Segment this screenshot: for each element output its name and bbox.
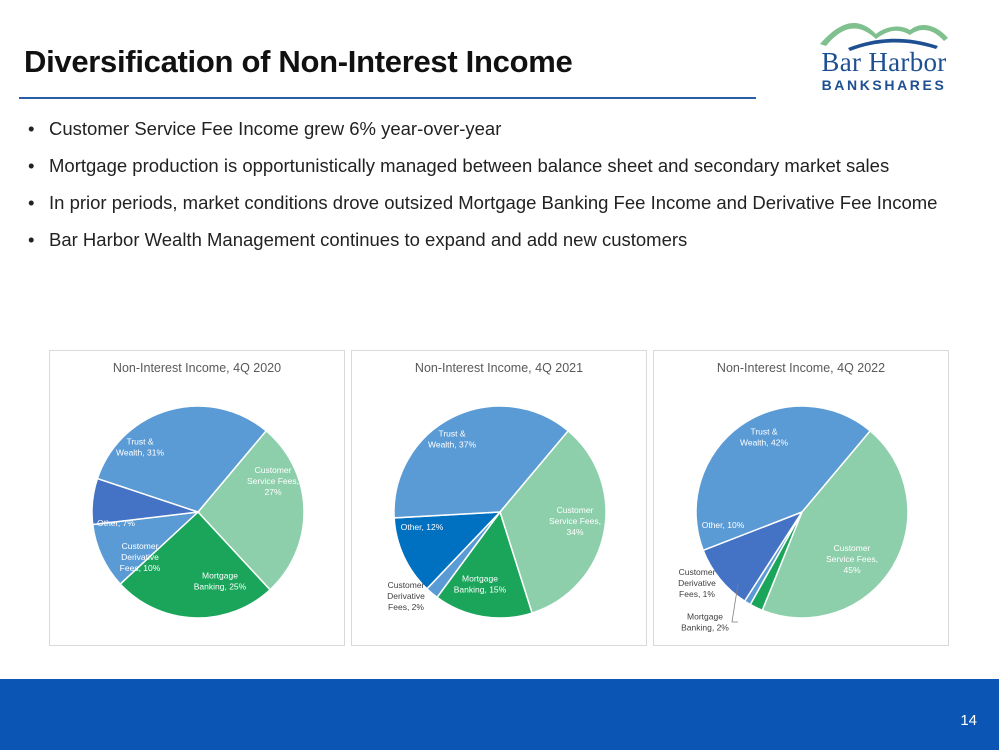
pie-svg: Customer Service Fees, 34% Mortgage Banking,… [387,405,607,619]
bullet-item: • Customer Service Fee Income grew 6% yea… [28,116,973,142]
bullet-item: • Mortgage production is opportunisticall… [28,153,973,179]
pie-slice [393,405,570,519]
bullet-dot-icon: • [28,118,35,139]
slice-label: Customer Derivative Fees, 1% [678,567,716,599]
slide-title: Diversification of Non-Interest Income [24,44,573,79]
slice-label: Customer Service Fees, 45% [826,543,878,575]
pie-slice [695,405,872,552]
slice-label: Trust & Wealth, 31% [116,437,164,458]
pie-slice [393,511,502,590]
title-rule [19,97,756,99]
logo-line1: Bar Harbor [821,47,947,77]
bullet-list: • Customer Service Fee Income grew 6% yea… [28,116,973,264]
slice-label: Mortgage Banking, 2% [681,612,729,633]
bullet-dot-icon: • [28,192,35,213]
slice-label: Other, 10% [702,520,745,530]
bullet-item: • In prior periods, market conditions dro… [28,190,973,216]
slice-label: Trust & Wealth, 42% [740,427,788,448]
pie-slice [197,429,305,591]
chart-title: Non-Interest Income, 4Q 2020 [112,361,282,375]
pie-slice [119,510,272,619]
logo-line2: BANKSHARES [821,77,947,93]
slice-label: Other, 12% [401,522,444,532]
pie-svg: Customer Service Fees, 27% Mortgage Banking,… [91,405,305,619]
bullet-dot-icon: • [28,155,35,176]
bullet-dot-icon: • [28,229,35,250]
bar-harbor-logo: Bar Harbor BANKSHARES [798,14,968,109]
page-number: 14 [960,712,977,729]
slice-label: Other, 7% [97,518,135,528]
pie-slice [96,405,268,513]
pie-slice [499,429,607,614]
slice-label: Mortgage Banking, 25% [194,571,247,592]
slice-label: Customer Service Fees, 34% [549,505,601,537]
slice-label: Customer Derivative Fees, 10% [120,541,161,573]
slice-label: Customer Derivative Fees, 2% [387,580,425,612]
pie-slice [436,510,533,619]
slice-label: Customer Service Fees, 27% [247,465,299,497]
pie-chart-2022: Customer Service Fees, 45% Mortgage Banking,… [653,350,949,646]
mountain-logo-icon [820,23,948,51]
leader-line [731,583,739,623]
slice-label: Trust & Wealth, 37% [428,429,476,450]
pie-chart-2021: Customer Service Fees, 34% Mortgage Banking,… [351,350,647,646]
bullet-item: • Bar Harbor Wealth Management continues … [28,227,973,253]
pie-svg: Customer Service Fees, 45% Mortgage Banking,… [678,405,909,633]
pie-chart-2020: Customer Service Fees, 27% Mortgage Banking,… [49,350,345,646]
footer-bar: 14 [0,679,999,750]
pie-slice [761,429,909,619]
chart-title: Non-Interest Income, 4Q 2022 [716,361,886,375]
chart-title: Non-Interest Income, 4Q 2021 [414,361,584,375]
slice-label: Mortgage Banking, 15% [454,574,507,595]
